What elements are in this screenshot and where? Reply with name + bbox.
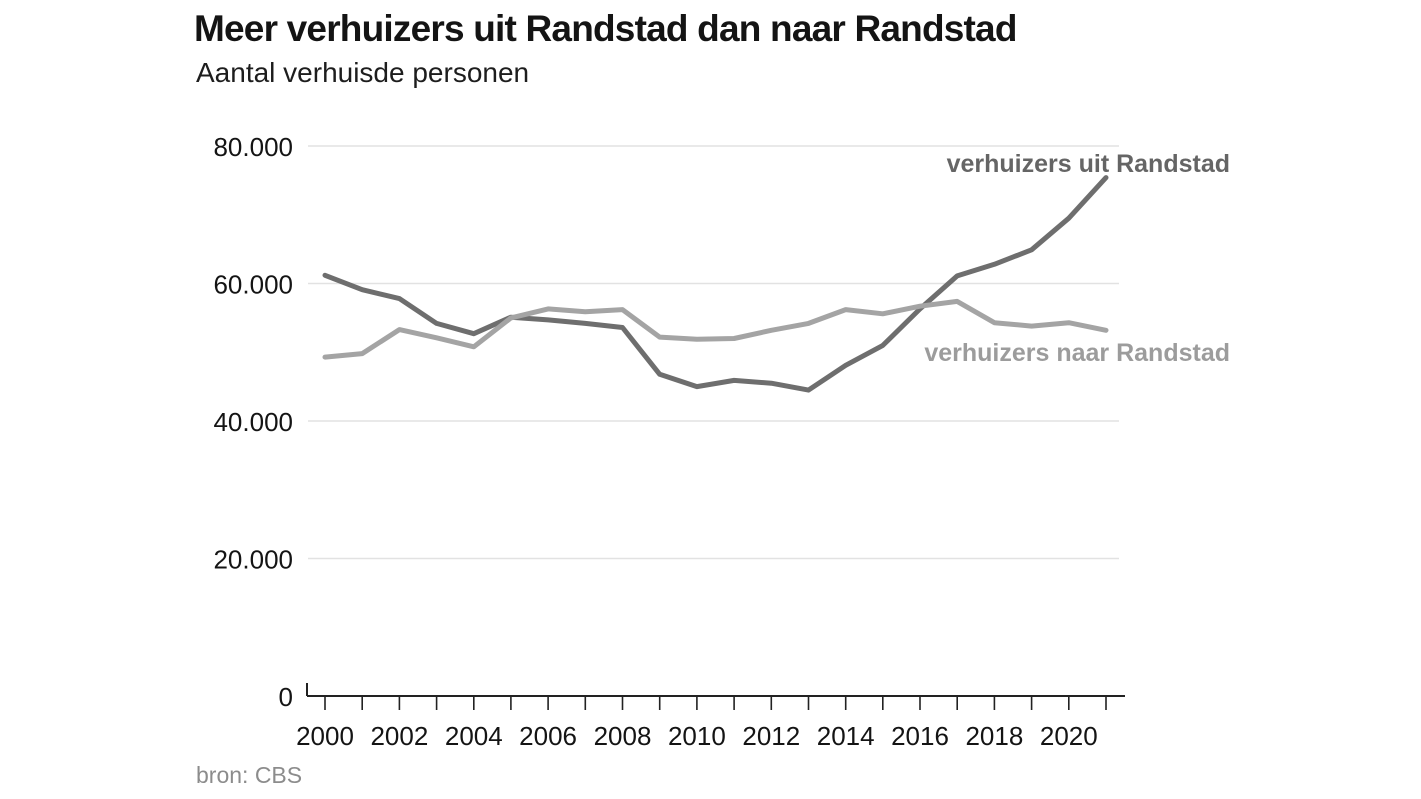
x-axis-label: 2016: [891, 721, 949, 751]
x-axis-label: 2004: [445, 721, 503, 751]
series-line-naar-randstad: [322, 298, 1109, 360]
series-label-uit-randstad: verhuizers uit Randstad: [947, 150, 1230, 178]
y-axis-label: 0: [279, 682, 293, 712]
x-axis-label: 2010: [668, 721, 726, 751]
y-axis-label: 80.000: [213, 132, 293, 162]
chart-title: Meer verhuizers uit Randstad dan naar Ra…: [194, 8, 1017, 49]
gridlines-group: [308, 145, 1119, 560]
x-axis-label: 2018: [965, 721, 1023, 751]
x-axis-label: 2002: [370, 721, 428, 751]
x-axis-label: 2006: [519, 721, 577, 751]
y-axis-label: 60.000: [213, 270, 293, 300]
x-axis-label: 2014: [817, 721, 875, 751]
x-axis-label: 2000: [296, 721, 354, 751]
y-axis-labels-group: 0 20.000 40.000 60.000 80.000: [213, 132, 293, 712]
chart-subtitle: Aantal verhuisde personen: [196, 57, 530, 88]
y-axis-label: 40.000: [213, 407, 293, 437]
x-axis-label: 2020: [1040, 721, 1098, 751]
series-label-naar-randstad: verhuizers naar Randstad: [924, 339, 1230, 367]
source-credit: bron: CBS: [196, 762, 303, 788]
x-axis-label: 2012: [742, 721, 800, 751]
x-axis-group: [306, 683, 1125, 710]
series-line-uit-randstad: [322, 175, 1109, 393]
x-axis-label: 2008: [594, 721, 652, 751]
y-axis-label: 20.000: [213, 545, 293, 575]
x-axis-labels-group: 2000 2002 2004 2006 2008 2010 2012 2014 2016 2018…: [296, 721, 1098, 751]
